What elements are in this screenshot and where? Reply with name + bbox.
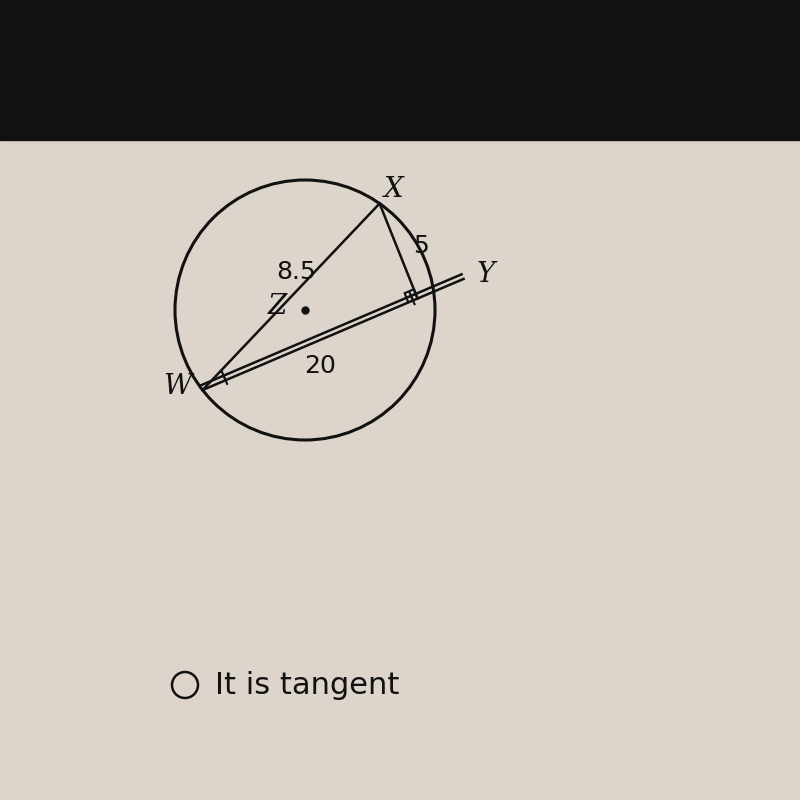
Text: W: W bbox=[163, 373, 192, 399]
Text: X: X bbox=[384, 176, 403, 203]
Text: 20: 20 bbox=[304, 354, 336, 378]
Text: Z: Z bbox=[267, 293, 286, 319]
Text: Y: Y bbox=[476, 262, 494, 289]
Text: 8.5: 8.5 bbox=[276, 260, 316, 284]
Text: 5: 5 bbox=[413, 234, 429, 258]
Text: It is tangent: It is tangent bbox=[215, 670, 399, 699]
Bar bbox=[0, 0, 800, 140]
